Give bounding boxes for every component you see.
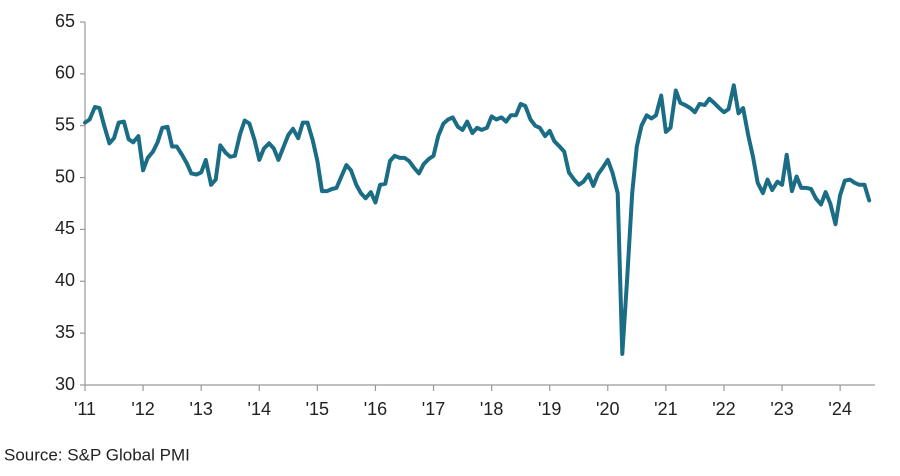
x-tick-label: '13 (189, 399, 212, 419)
x-tick-label: '18 (480, 399, 503, 419)
x-tick-label: '23 (770, 399, 793, 419)
y-tick-label: 45 (55, 218, 75, 238)
x-tick-label: '14 (248, 399, 271, 419)
y-tick-label: 40 (55, 270, 75, 290)
x-tick-label: '19 (538, 399, 561, 419)
source-note: Source: S&P Global PMI (4, 445, 190, 464)
x-tick-label: '17 (422, 399, 445, 419)
x-tick-label: '12 (131, 399, 154, 419)
y-tick-label: 65 (55, 11, 75, 31)
y-tick-label: 50 (55, 166, 75, 186)
y-tick-label: 55 (55, 114, 75, 134)
x-tick-label: '20 (596, 399, 619, 419)
x-tick-label: '24 (828, 399, 851, 419)
x-tick-label: '15 (306, 399, 329, 419)
x-tick-label: '22 (712, 399, 735, 419)
pmi-line (83, 83, 872, 356)
y-tick-label: 60 (55, 63, 75, 83)
y-tick-label: 35 (55, 322, 75, 342)
x-tick-label: '16 (364, 399, 387, 419)
x-tick-label: '21 (654, 399, 677, 419)
y-tick-label: 30 (55, 374, 75, 394)
x-tick-label: '11 (74, 399, 96, 419)
